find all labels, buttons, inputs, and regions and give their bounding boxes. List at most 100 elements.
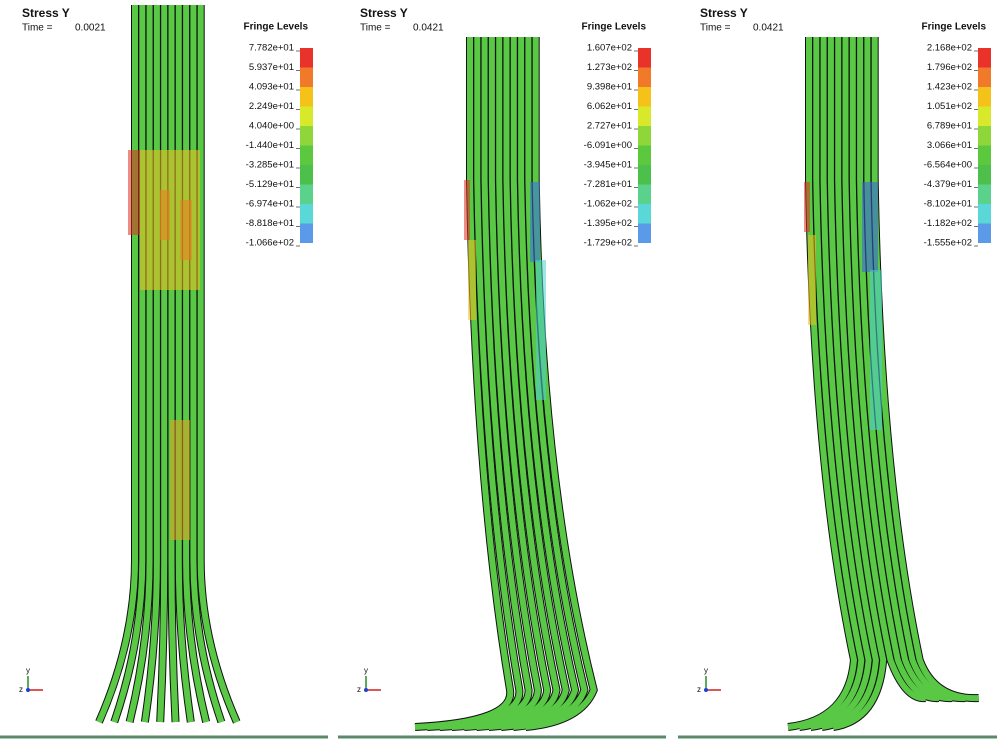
fringe-label: 2.249e+01 [249, 101, 294, 112]
fringe-label: 7.782e+01 [249, 43, 294, 54]
fringe-band [300, 204, 313, 224]
fringe-label: 3.066e+01 [927, 140, 972, 151]
fringe-band [978, 107, 991, 127]
fringe-label: -6.974e+01 [246, 199, 294, 210]
fringe-label: -6.564e+00 [924, 160, 972, 171]
fringe-label: -8.818e+01 [246, 218, 294, 229]
fringe-label: 5.937e+01 [249, 62, 294, 73]
fringe-label: 1.796e+02 [927, 62, 972, 73]
fringe-band [300, 107, 313, 127]
axis-z [364, 688, 368, 692]
viewport-panel: Stress Y Time = 0.0421 Fringe Levels 2.168e+… [678, 6, 997, 737]
fringe-band [300, 87, 313, 107]
axis-z [26, 688, 30, 692]
fringe-label: 9.398e+01 [587, 82, 632, 93]
fringe-band [300, 185, 313, 205]
stress-hotspot [464, 180, 470, 240]
fringe-label: -8.102e+01 [924, 199, 972, 210]
fringe-label: 4.093e+01 [249, 82, 294, 93]
axis-label: y [26, 666, 30, 675]
fringe-label: 6.062e+01 [587, 101, 632, 112]
fringe-label: -1.066e+02 [246, 238, 294, 249]
axis-z [704, 688, 708, 692]
stress-hotspot [170, 420, 190, 540]
stress-hotspot [536, 260, 546, 400]
fringe-label: -3.945e+01 [584, 160, 632, 171]
legend-title: Fringe Levels [244, 22, 309, 33]
fringe-band [978, 126, 991, 146]
fringe-band [638, 185, 651, 205]
fringe-band [638, 107, 651, 127]
fringe-band [300, 165, 313, 185]
fringe-band [638, 126, 651, 146]
fringe-band [978, 204, 991, 224]
stress-hotspot [140, 150, 200, 290]
fringe-band [978, 165, 991, 185]
fringe-label: -3.285e+01 [246, 160, 294, 171]
fringe-band [638, 87, 651, 107]
fringe-label: -1.182e+02 [924, 218, 972, 229]
fringe-band [638, 48, 651, 68]
legend-title: Fringe Levels [582, 22, 647, 33]
fringe-band [638, 204, 651, 224]
fringe-label: 6.789e+01 [927, 121, 972, 132]
plot-title: Stress Y [360, 6, 408, 20]
stress-hotspot [804, 182, 810, 232]
time-value: 0.0421 [753, 23, 784, 34]
fringe-band [978, 224, 991, 244]
axis-label: y [364, 666, 368, 675]
fringe-band [978, 68, 991, 88]
fringe-label: 4.040e+00 [249, 121, 294, 132]
page: {"panels": [ {"title": "Stress Y", "time… [0, 0, 997, 740]
fringe-label: -4.379e+01 [924, 179, 972, 190]
fringe-band [638, 68, 651, 88]
fringe-band [978, 48, 991, 68]
strip [99, 5, 135, 722]
fringe-band [300, 48, 313, 68]
fringe-band [300, 126, 313, 146]
stress-hotspot [128, 150, 140, 235]
plot-title: Stress Y [700, 6, 748, 20]
legend-title: Fringe Levels [922, 22, 987, 33]
fringe-band [978, 146, 991, 166]
stress-hotspot [862, 182, 878, 272]
axis-label: y [704, 666, 708, 675]
axis-label: z [357, 685, 361, 694]
stress-hotspot [468, 240, 476, 320]
fringe-label: 1.423e+02 [927, 82, 972, 93]
fringe-label: -5.129e+01 [246, 179, 294, 190]
fringe-band [638, 224, 651, 244]
fringe-band [300, 224, 313, 244]
time-value: 0.0421 [413, 23, 444, 34]
strip [201, 5, 237, 722]
fringe-label: 2.727e+01 [587, 121, 632, 132]
fringe-label: -1.729e+02 [584, 238, 632, 249]
axis-label: z [19, 685, 23, 694]
stress-hotspot [870, 270, 882, 430]
plot-title: Stress Y [22, 6, 70, 20]
time-value: 0.0021 [75, 23, 106, 34]
fringe-band [300, 146, 313, 166]
stress-hotspot [808, 235, 816, 325]
fringe-label: 1.607e+02 [587, 43, 632, 54]
fringe-band [638, 146, 651, 166]
fringe-band [978, 87, 991, 107]
time-label: Time = [700, 23, 731, 34]
fringe-label: -6.091e+00 [584, 140, 632, 151]
stress-hotspot [530, 182, 540, 262]
time-label: Time = [360, 23, 391, 34]
fringe-label: 2.168e+02 [927, 43, 972, 54]
fringe-label: -7.281e+01 [584, 179, 632, 190]
fringe-label: 1.273e+02 [587, 62, 632, 73]
fringe-band [638, 165, 651, 185]
fringe-label: -1.555e+02 [924, 238, 972, 249]
fringe-label: 1.051e+02 [927, 101, 972, 112]
fringe-label: -1.440e+01 [246, 140, 294, 151]
fringe-band [978, 185, 991, 205]
viewport-panel: Stress Y Time = 0.0421 Fringe Levels 1.607e+… [338, 6, 666, 737]
fringe-band [300, 68, 313, 88]
fringe-label: -1.062e+02 [584, 199, 632, 210]
axis-label: z [697, 685, 701, 694]
fringe-label: -1.395e+02 [584, 218, 632, 229]
